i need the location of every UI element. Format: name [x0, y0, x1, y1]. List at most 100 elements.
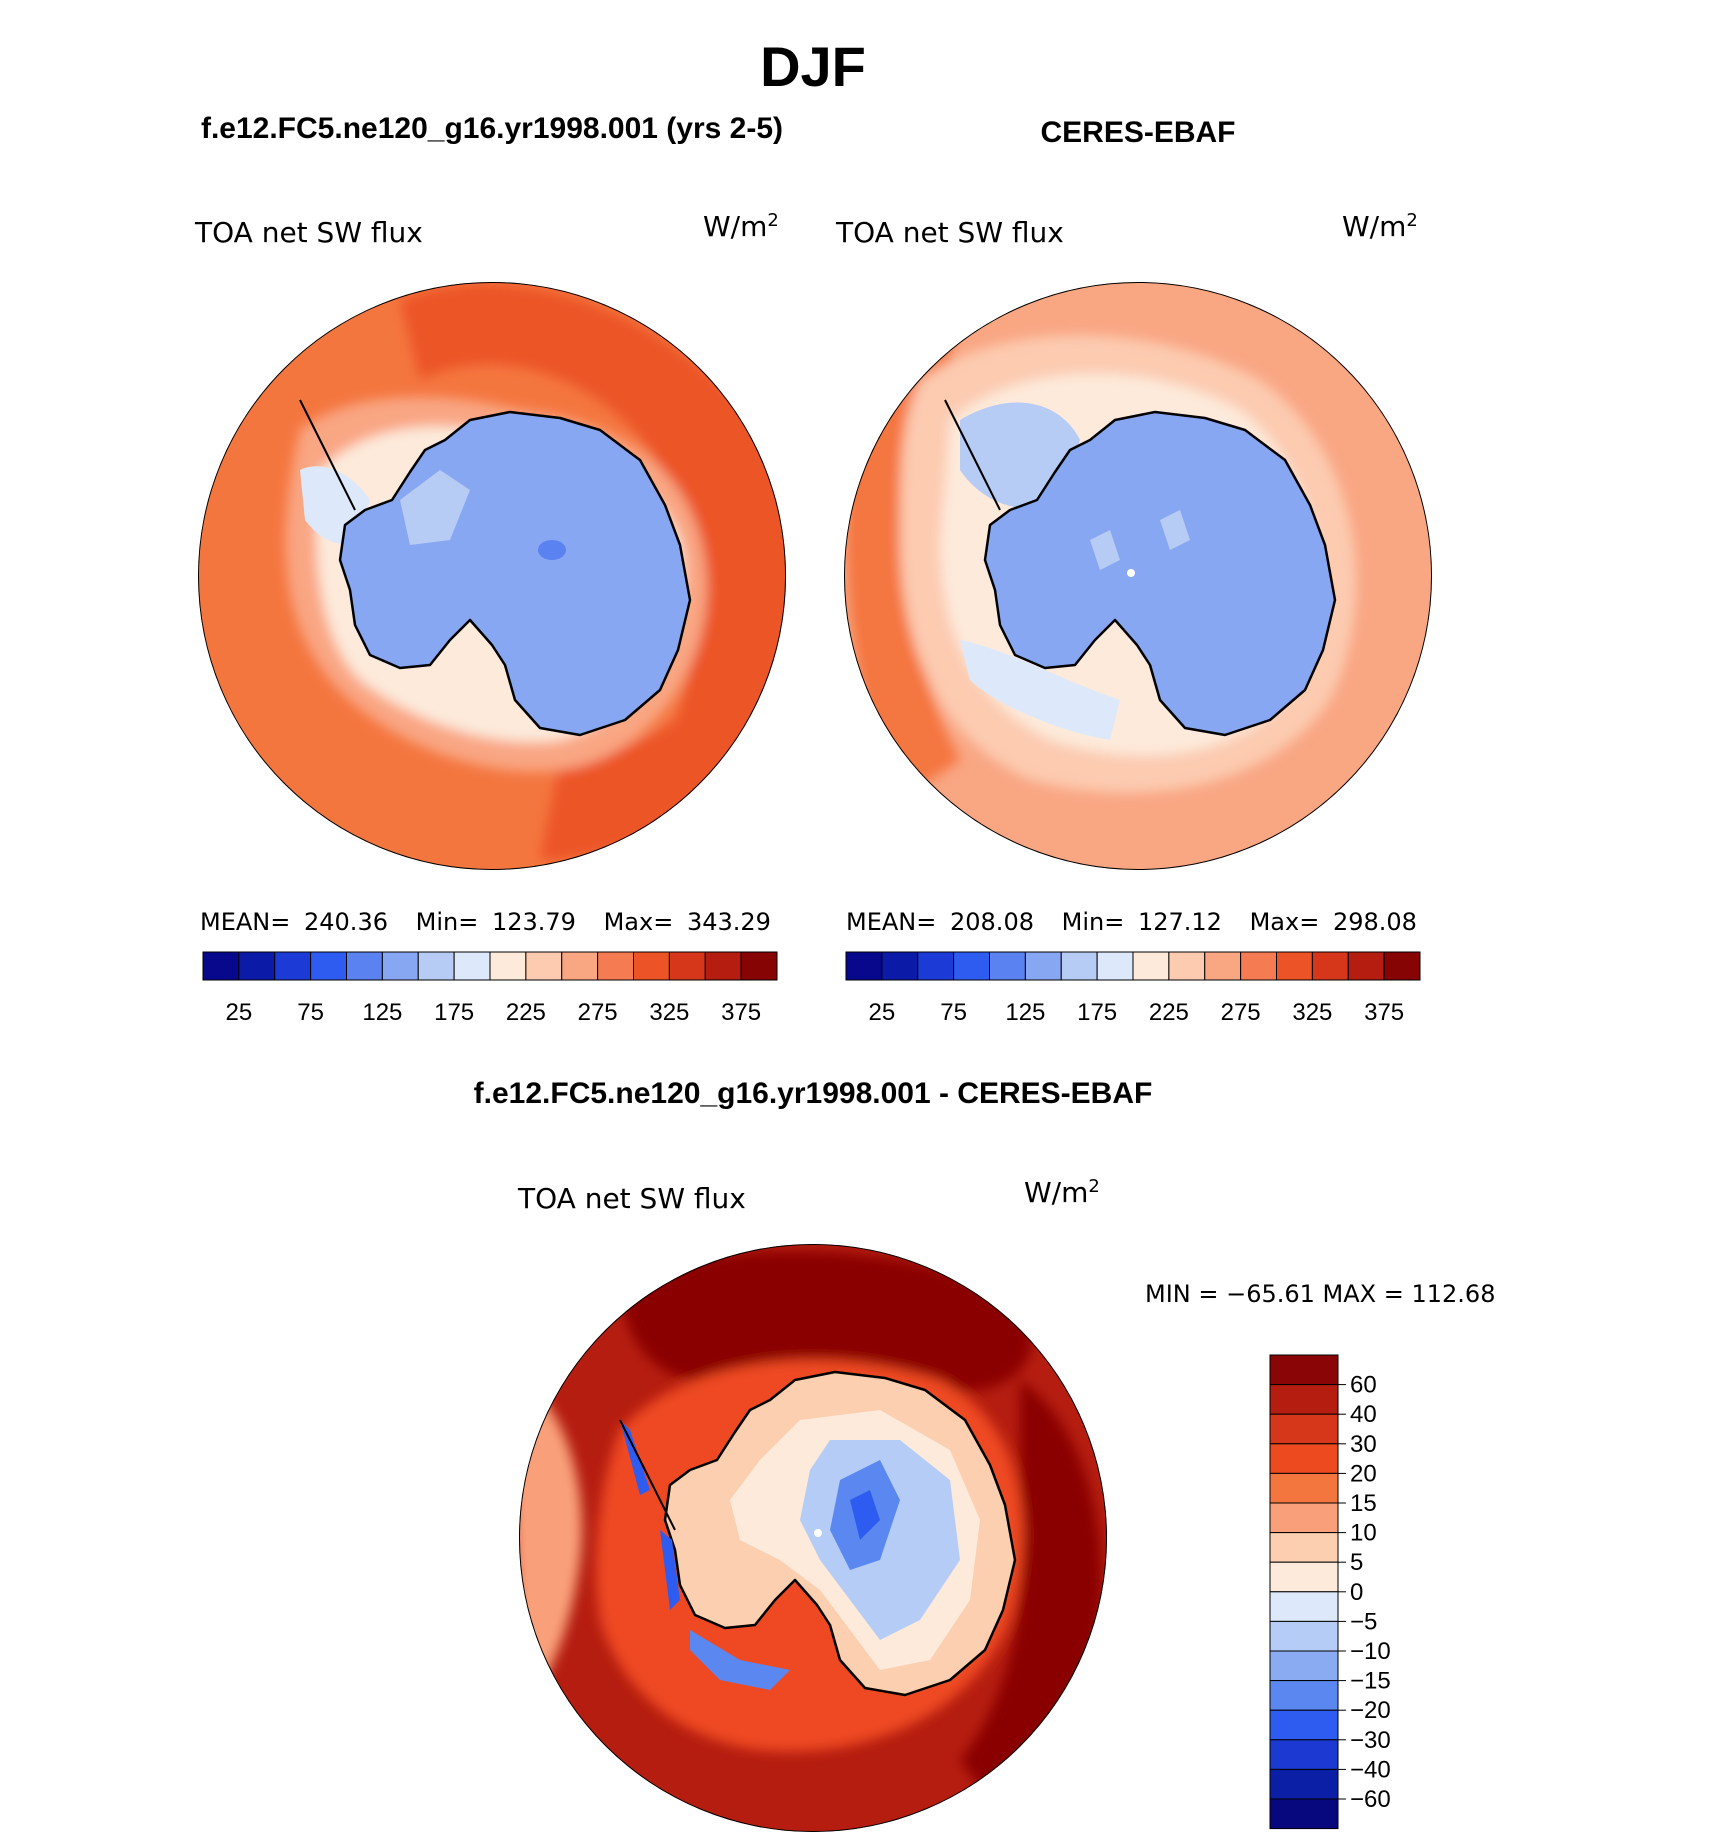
panel-c-colorbar-tick-label: 5: [1350, 1549, 1363, 1576]
panel-c-units: W/m2: [1024, 1176, 1100, 1209]
panel-c-interior-blue-3: [850, 1490, 880, 1540]
panel-c-peninsula: [619, 1419, 676, 1531]
panel-b-colorbar-box: [953, 951, 990, 981]
panel-b-colorbar-box: [1276, 951, 1313, 981]
panel-b-light-patch: [1160, 510, 1190, 550]
panel-b-colorbar-box: [1168, 951, 1206, 981]
panel-a-colorbar-box: [274, 951, 312, 981]
panel-a-colorbar-tick-label: 75: [297, 999, 324, 1026]
panel-b-colorbar-box: [1132, 951, 1170, 981]
panel-c-colorbar-box: [1269, 1620, 1339, 1652]
panel-a-colorbar-box: [525, 951, 563, 981]
panel-a-colorbar-box: [202, 951, 240, 981]
panel-b-variable: TOA net SW flux: [835, 216, 1064, 249]
panel-c-colorbar-box: [1269, 1472, 1339, 1504]
panel-a-colorbar-tick-label: 25: [226, 999, 253, 1026]
panel-c-colorbar-box: [1269, 1768, 1339, 1800]
panel-c-coast-blue-2: [690, 1630, 790, 1690]
panel-c-peninsula-blue: [620, 1420, 650, 1495]
panel-c-colorbar-box: [1269, 1561, 1339, 1593]
panel-c-pole-hole: [814, 1529, 822, 1537]
panel-b-colorbar-box: [1240, 951, 1277, 981]
panel-c-colorbar-tick-label: 40: [1350, 1401, 1377, 1428]
panel-c-colorbar-tick-label: −10: [1350, 1638, 1391, 1665]
panel-b-colorbar-box: [1204, 951, 1242, 981]
panel-a-variable: TOA net SW flux: [194, 216, 423, 249]
panel-c-colorbar-tick-label: 30: [1350, 1431, 1377, 1458]
panel-c-minmax: MIN = −65.61 MAX = 112.68: [1145, 1280, 1495, 1308]
panel-a-colorbar: [202, 951, 778, 981]
panel-c-colorbar-tick-label: −15: [1350, 1668, 1391, 1695]
panel-b-sea-ice-south: [960, 640, 1120, 740]
panel-c-colorbar-tick-label: 0: [1350, 1579, 1363, 1606]
panel-a-colorbar-box: [740, 951, 778, 981]
panel-a-colorbar-tick-label: 125: [362, 999, 402, 1026]
panel-b-colorbar-box: [989, 951, 1026, 981]
panel-c-colorbar-box: [1269, 1384, 1339, 1415]
panel-a-peninsula: [299, 399, 356, 511]
panel-c-colorbar-box: [1269, 1443, 1339, 1474]
panel-b-colorbar-box: [1347, 951, 1385, 981]
panel-a-colorbar-tick-label: 275: [578, 999, 618, 1026]
panel-c-colorbar-box: [1269, 1739, 1339, 1770]
panel-c-colorbar-box: [1269, 1502, 1339, 1534]
panel-b-colorbar-tick-label: 375: [1364, 999, 1404, 1026]
panel-b-title: CERES-EBAF: [1040, 116, 1235, 149]
panel-b-colorbar-box: [1024, 951, 1062, 981]
page-title: DJF: [760, 35, 866, 98]
panel-c-colorbar-tick-label: 20: [1350, 1460, 1377, 1487]
panel-b-colorbar-tick-label: 75: [940, 999, 967, 1026]
panel-c-colorbar-box: [1269, 1591, 1339, 1622]
panel-c-colorbar-tick-label: −20: [1350, 1697, 1391, 1724]
panel-c-colorbar: [1269, 1354, 1346, 1830]
panel-a-colorbar-box: [310, 951, 347, 981]
panel-b-colorbar-box: [1060, 951, 1098, 981]
panel-a-colorbar-tick-label: 375: [721, 999, 761, 1026]
panel-c-colorbar-box: [1269, 1798, 1339, 1830]
panel-a-colorbar-box: [417, 951, 455, 981]
panel-b-colorbar-tick-label: 125: [1005, 999, 1045, 1026]
panel-a-colorbar-box: [704, 951, 742, 981]
panel-b-colorbar-box: [1311, 951, 1349, 981]
panel-a-colorbar-box: [346, 951, 383, 981]
panel-c-variable: TOA net SW flux: [517, 1182, 746, 1215]
panel-c-colorbar-tick-label: −5: [1350, 1608, 1377, 1635]
panel-b-colorbar-ticks: 25 75 125 175 225 275 325 375: [869, 999, 1405, 1026]
panel-c-colorbar-tick-label: 15: [1350, 1490, 1377, 1517]
panel-b-colorbar-box: [881, 951, 919, 981]
panel-b-colorbar-tick-label: 225: [1149, 999, 1189, 1026]
panel-b-continent: [983, 410, 1337, 737]
panel-a-stats: MEAN= 240.36 Min= 123.79 Max= 343.29: [200, 908, 771, 936]
panel-a-colorbar-tick-label: 325: [649, 999, 689, 1026]
panel-c-colorbar-box: [1269, 1709, 1339, 1741]
panel-c-coast-blue-1: [660, 1530, 680, 1610]
panel-c-dark-north: [620, 1251, 1033, 1393]
panel-b-colorbar-tick-label: 325: [1292, 999, 1332, 1026]
panel-c-title: f.e12.FC5.ne120_g16.yr1998.001 - CERES-E…: [474, 1077, 1153, 1110]
panel-a-map: [198, 282, 786, 870]
panel-a-colorbar-tick-label: 175: [434, 999, 474, 1026]
panel-b-colorbar-box: [1096, 951, 1134, 981]
panel-b-colorbar-tick-label: 25: [869, 999, 896, 1026]
panel-a-colorbar-box: [668, 951, 706, 981]
panel-a-colorbar-box: [453, 951, 491, 981]
panel-a-colorbar-box: [597, 951, 634, 981]
panel-a-colorbar-box: [489, 951, 527, 981]
panel-c: TOA net SW flux W/m2 MIN = −65.61 MAX = …: [517, 1176, 1495, 1832]
panel-c-colorbar-box: [1269, 1532, 1339, 1563]
panel-c-colorbar-tick-label: 10: [1350, 1520, 1377, 1547]
panel-b-colorbar-box: [1383, 951, 1421, 981]
panel-c-colorbar-box: [1269, 1680, 1339, 1711]
panel-c-colorbar-tick-label: −60: [1350, 1786, 1391, 1813]
panel-b-colorbar-tick-label: 175: [1077, 999, 1117, 1026]
panel-c-colorbar-box: [1269, 1354, 1339, 1386]
panel-a-colorbar-box: [238, 951, 276, 981]
panel-b-pole-hole: [1127, 569, 1135, 577]
panel-b-light-patch-2: [1090, 530, 1120, 570]
panel-a-title: f.e12.FC5.ne120_g16.yr1998.001 (yrs 2-5): [201, 112, 783, 145]
panel-a-colorbar-ticks: 25 75 125 175 225 275 325 375: [226, 999, 762, 1026]
panel-b-stats: MEAN= 208.08 Min= 127.12 Max= 298.08: [846, 908, 1417, 936]
panel-c-colorbar-box: [1269, 1650, 1339, 1682]
